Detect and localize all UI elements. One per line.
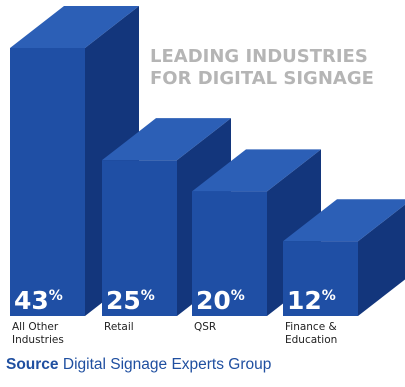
bar-3: 20% — [192, 149, 321, 316]
bar-top-face — [10, 6, 139, 48]
value-label-2: 25% — [106, 286, 155, 315]
bar-front-face — [192, 191, 267, 316]
bars-layer: 43% 25% 20% 12% — [10, 6, 405, 317]
bar-front-face — [102, 160, 177, 316]
source-label: Source — [6, 356, 59, 373]
value-label-1: 43% — [14, 286, 63, 315]
bar-front-face — [10, 48, 85, 316]
bar-front-face — [283, 241, 358, 316]
source-note: Source Digital Signage Experts Group — [6, 356, 271, 374]
value-label-3: 20% — [196, 286, 245, 315]
bar-top-face — [102, 118, 231, 161]
bar-top-face — [283, 199, 405, 242]
bar-1: 43% — [10, 6, 139, 316]
category-labels: All Other Industries Retail QSR Finance & Edu… — [12, 321, 337, 346]
category-label-3: QSR — [194, 321, 216, 333]
source-text: Digital Signage Experts Group — [62, 356, 272, 373]
bar-4: 12% — [283, 199, 405, 316]
bar-side-face — [358, 204, 405, 316]
category-label-1: All Other Industries — [12, 321, 64, 346]
category-label-2: Retail — [104, 321, 134, 333]
category-label-4: Finance & Education — [285, 321, 337, 346]
chart-title-line-1: LEADING INDUSTRIES — [150, 46, 368, 67]
chart-title-line-2: FOR DIGITAL SIGNAGE — [150, 68, 374, 89]
bar-top-face — [192, 149, 321, 192]
value-label-4: 12% — [287, 286, 336, 315]
